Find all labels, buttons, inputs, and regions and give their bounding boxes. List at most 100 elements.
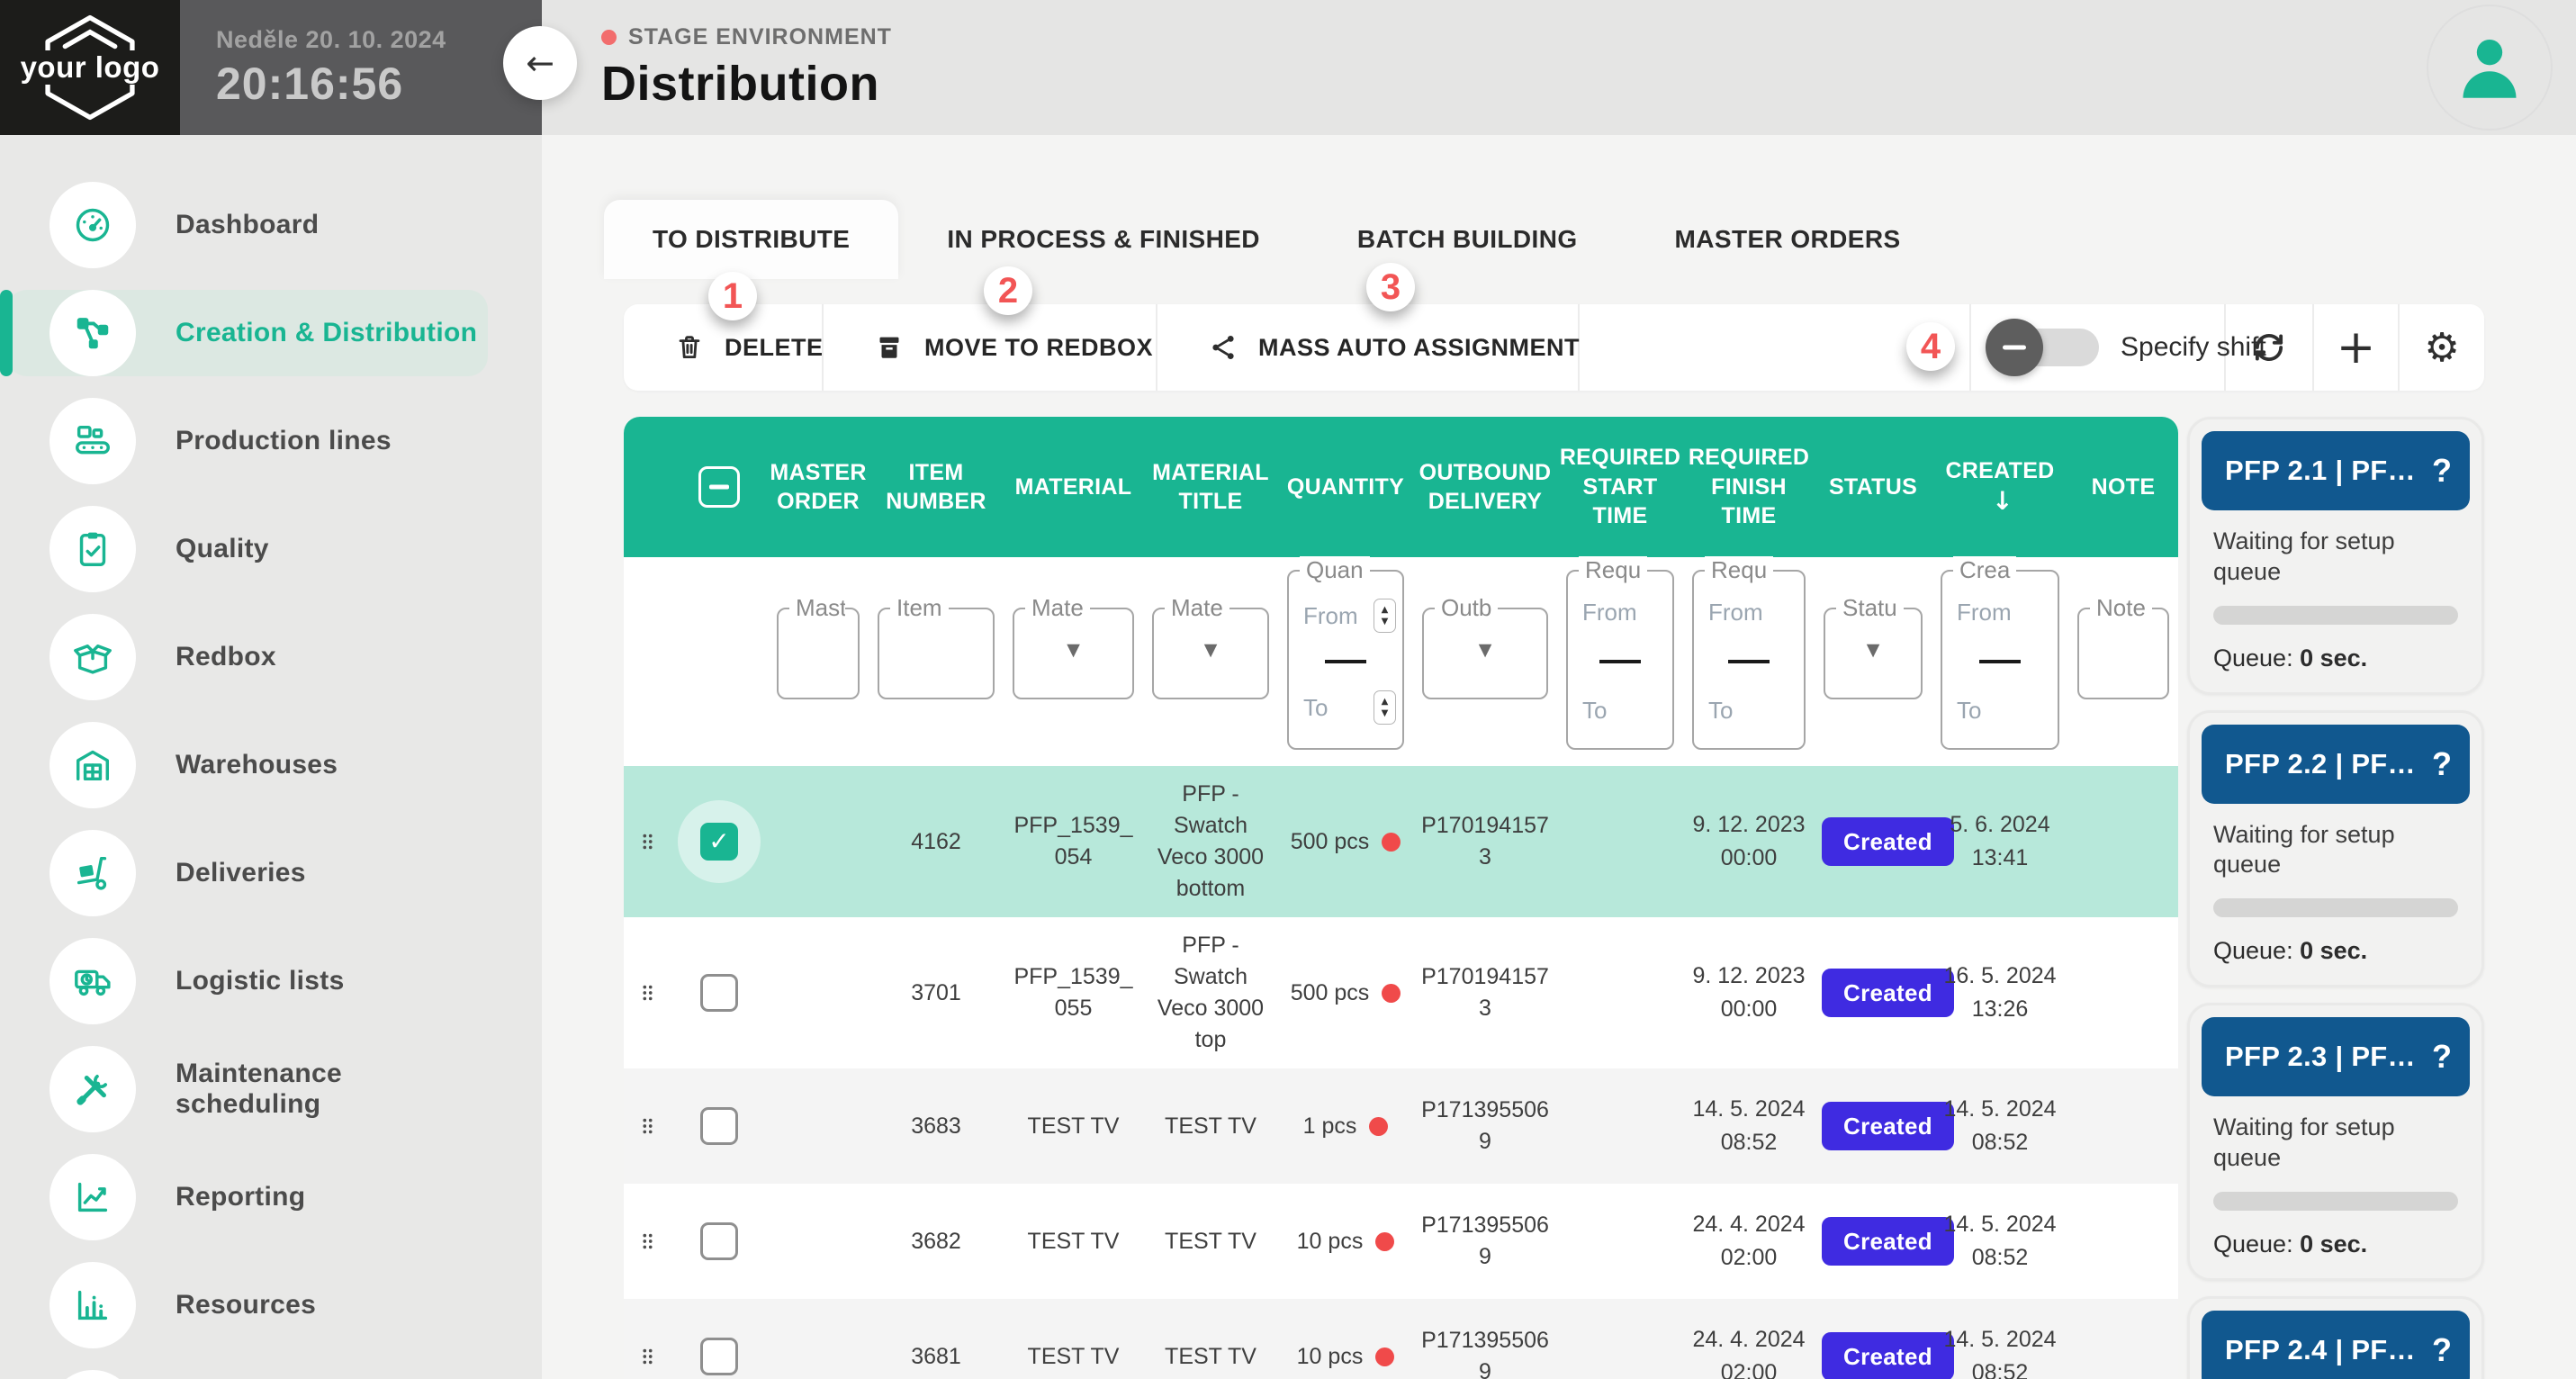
sidebar-item-reporting[interactable]: Reporting [7,1154,488,1240]
filter-outbound-select[interactable]: Outb ▼ [1422,594,1548,699]
drag-handle[interactable] [624,983,671,1003]
cell-required-finish: 9. 12. 2023 00:00 [1692,962,1806,1023]
sidebar-item-deliveries[interactable]: Deliveries [7,830,488,916]
column-outbound-delivery[interactable]: OUTBOUND DELIVERY [1419,459,1552,515]
specify-shift-toggle[interactable] [1986,319,2099,376]
filter-master-order[interactable]: Mast [777,594,860,699]
sidebar-item-label: Maintenance scheduling [176,1059,343,1119]
cell-outbound-delivery: P1713955069 [1421,1328,1549,1379]
toggle-knob[interactable] [1986,319,2043,376]
drag-handle[interactable] [624,832,671,852]
machines-panel: PFP 2.1 | PF… ? Waiting for setup queue … [2187,417,2484,1379]
tab-master-orders[interactable]: MASTER ORDERS [1674,225,1901,253]
logo-text: your logo [15,50,165,85]
machine-header-button[interactable]: PFP 2.1 | PF… ? [2202,431,2470,510]
table-row[interactable]: 3681 TEST TV TEST TV 10 pcs P1713955069 … [624,1299,2178,1379]
column-material[interactable]: MATERIAL [1014,473,1132,500]
add-button[interactable]: + [2314,304,2400,391]
clock: Neděle 20. 10. 2024 20:16:56 [180,0,542,135]
user-avatar[interactable] [2427,5,2553,131]
filter-item-number[interactable]: Item [878,594,995,699]
column-required-finish-time[interactable]: REQUIRED FINISH TIME [1688,445,1810,529]
filter-note[interactable]: Note [2077,594,2169,699]
help-icon[interactable]: ? [2432,744,2452,782]
help-icon[interactable]: ? [2432,1330,2452,1368]
filter-material-select[interactable]: Mate ▼ [1013,594,1134,699]
table-header: MASTER ORDER ITEM NUMBER MATERIAL MATERI… [624,417,2178,557]
cell-outbound-delivery: P1701941573 [1421,813,1549,870]
row-checkbox[interactable] [700,974,738,1012]
select-all-checkbox[interactable] [698,466,740,508]
sidebar-item-label: Reporting [176,1182,306,1212]
column-material-title[interactable]: MATERIAL TITLE [1152,459,1269,515]
sidebar-item-warehouses[interactable]: Warehouses [7,722,488,808]
box-icon [879,337,899,358]
column-item-number[interactable]: ITEM NUMBER [886,459,986,515]
cell-material-title: PFP - Swatch Veco 3000 bottom [1157,781,1265,901]
sidebar-item-redbox[interactable]: Redbox [7,614,488,700]
cell-material: TEST TV [1027,1113,1120,1139]
filter-required-finish-range[interactable]: Requ From To [1692,556,1806,750]
column-status[interactable]: STATUS [1828,473,1918,500]
mass-auto-assignment-button[interactable]: MASS AUTO ASSIGNMENT [1157,304,1580,391]
machine-card: PFP 2.2 | PF… ? Waiting for setup queue … [2187,709,2484,987]
column-quantity[interactable]: QUANTITY [1286,473,1405,500]
stock-alert-dot [1369,1116,1389,1136]
table-row[interactable]: 3701 PFP_1539_055 PFP - Swatch Veco 3000… [624,917,2178,1068]
tab-batch-building[interactable]: BATCH BUILDING [1356,225,1578,253]
sidebar-item-partial[interactable] [7,1370,488,1379]
sidebar-item-resources[interactable]: Resources [7,1262,488,1348]
filter-material-title-select[interactable]: Mate ▼ [1152,594,1269,699]
help-icon[interactable]: ? [2432,452,2452,489]
move-to-redbox-button[interactable]: MOVE TO REDBOX [824,304,1157,391]
table-row[interactable]: 3682 TEST TV TEST TV 10 pcs P1713955069 … [624,1184,2178,1299]
machine-header-button[interactable]: PFP 2.3 | PF… ? [2202,1017,2470,1096]
number-spinner[interactable]: ▲ ▼ [1374,599,1396,633]
machine-header-button[interactable]: PFP 2.2 | PF… ? [2202,724,2470,804]
collapse-sidebar-button[interactable]: ← [503,26,577,100]
column-master-order[interactable]: MASTER ORDER [770,459,867,515]
sidebar-item-dashboard[interactable]: Dashboard [7,182,488,268]
filter-created-range[interactable]: Crea From To [1941,556,2059,750]
sidebar-item-production-lines[interactable]: Production lines [7,398,488,484]
column-required-start-time[interactable]: REQUIRED START TIME [1559,445,1681,529]
annotation-badge-3: 3 [1366,263,1415,311]
cell-material: PFP_1539_054 [1013,813,1133,870]
cell-material-title: TEST TV [1165,1343,1256,1369]
help-icon[interactable]: ? [2432,1038,2452,1075]
cell-quantity: 500 pcs [1290,979,1370,1005]
tab-in-process-finished[interactable]: IN PROCESS & FINISHED [947,225,1260,253]
row-checkbox[interactable] [700,1338,738,1375]
settings-button[interactable]: ⚙ [2400,304,2484,391]
filter-required-start-range[interactable]: Requ From To [1566,556,1674,750]
row-checkbox[interactable] [700,1222,738,1260]
sidebar-item-label: Dashboard [176,210,320,239]
person-icon [2463,39,2517,98]
filter-status-select[interactable]: Statu ▼ [1824,594,1923,699]
sidebar-item-creation-distribution[interactable]: Creation & Distribution [0,290,488,376]
sidebar-item-logistic-lists[interactable]: Logistic lists [7,938,488,1024]
machine-progress-bar [2213,898,2458,917]
table-row[interactable]: 3683 TEST TV TEST TV 1 pcs P1713955069 1… [624,1068,2178,1184]
page-header: STAGE ENVIRONMENT Distribution [542,0,2576,135]
tab-to-distribute[interactable]: TO DISTRIBUTE [604,200,899,279]
refresh-button[interactable] [2226,304,2314,391]
row-checkbox[interactable] [700,1107,738,1145]
number-spinner[interactable]: ▲ ▼ [1374,690,1396,725]
machine-card: PFP 2.1 | PF… ? Waiting for setup queue … [2187,417,2484,695]
sidebar-item-maintenance-scheduling[interactable]: Maintenance scheduling [7,1046,488,1132]
drag-handle[interactable] [624,1231,671,1251]
row-checkbox[interactable] [700,823,738,861]
sidebar-item-quality[interactable]: Quality [7,506,488,592]
delete-button[interactable]: DELETE [624,304,824,391]
sidebar: Dashboard Creation & Distribution [0,135,542,1379]
machine-header-button[interactable]: PFP 2.4 | PF… ? [2202,1310,2470,1379]
filter-quantity-range[interactable]: Quan From ▲ ▼ To ▲ ▼ [1287,556,1404,750]
app-logo[interactable]: your logo [0,0,180,135]
column-note[interactable]: NOTE [2091,473,2156,500]
range-divider [1599,660,1641,663]
drag-handle[interactable] [624,1116,671,1136]
column-created[interactable]: CREATED ↓ [1932,456,2068,518]
table-row[interactable]: 4162 PFP_1539_054 PFP - Swatch Veco 3000… [624,766,2178,917]
drag-handle[interactable] [624,1347,671,1366]
